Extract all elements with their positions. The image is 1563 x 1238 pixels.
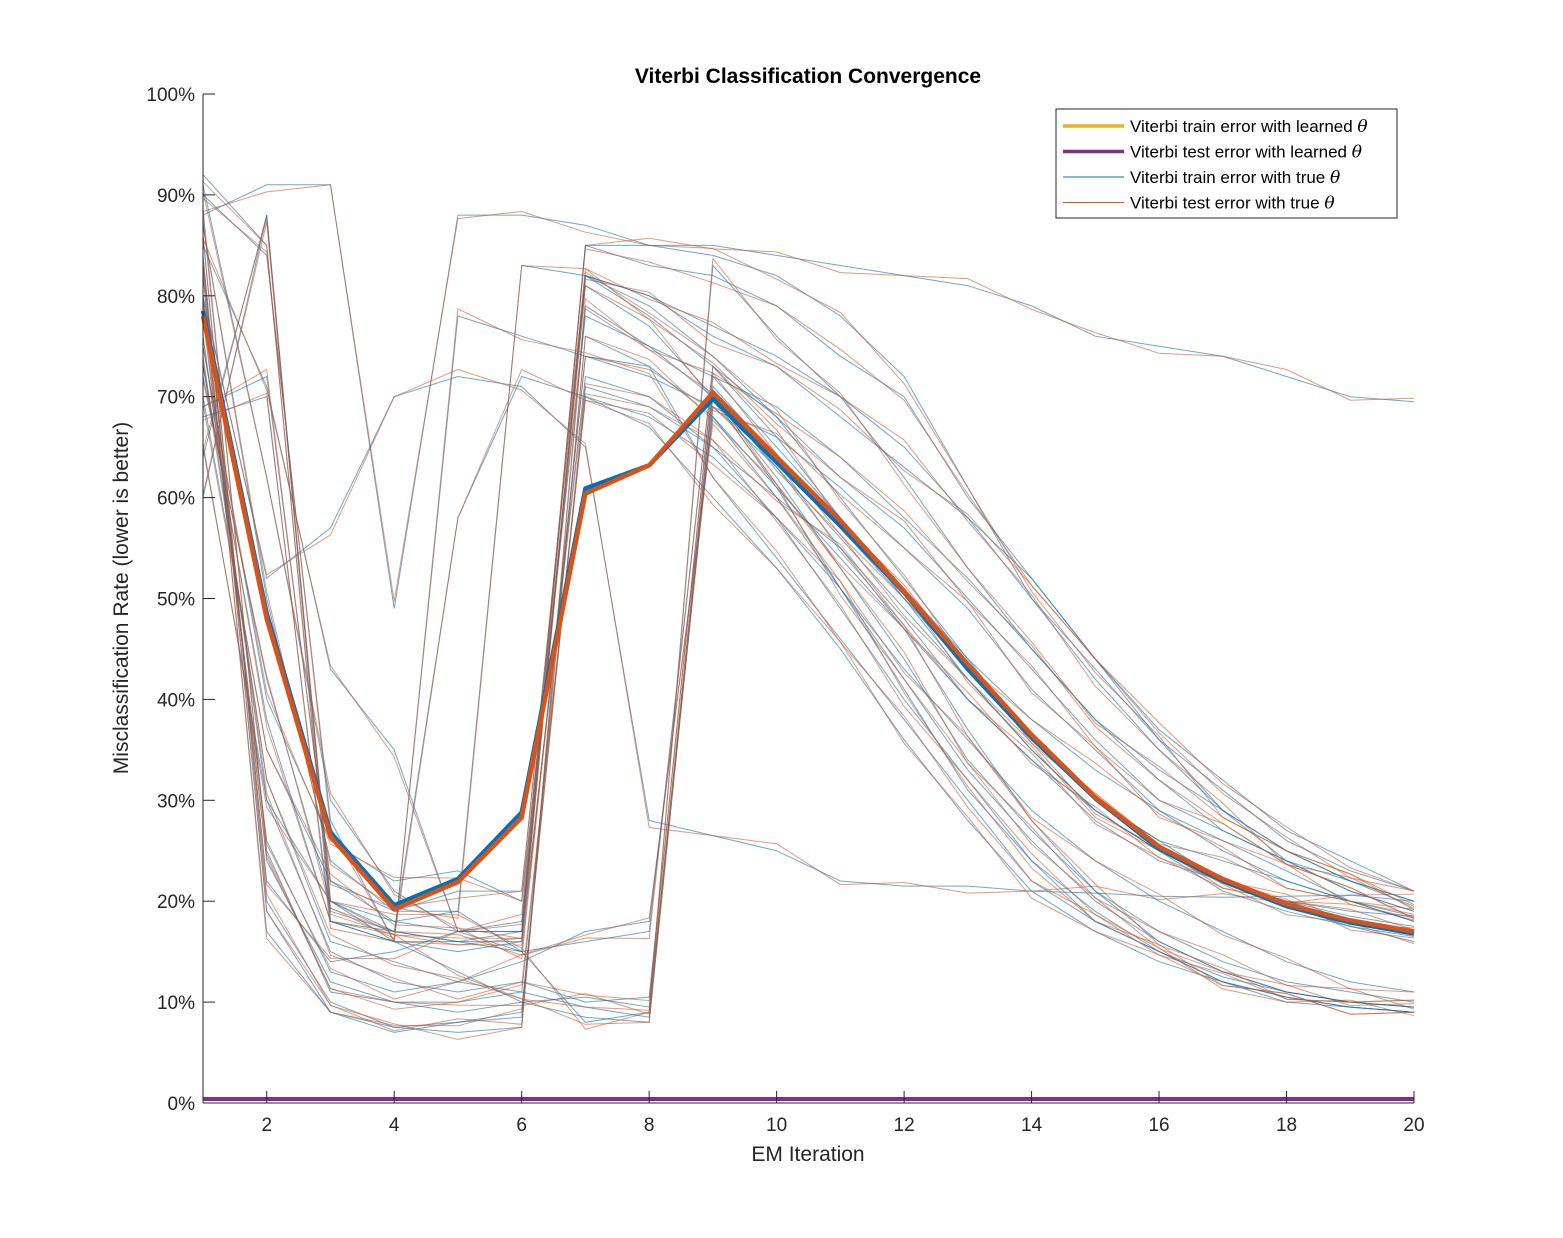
run-19-test-line [202, 248, 1415, 960]
run-5-train-line [202, 315, 1415, 912]
run-13-test-line [202, 299, 1415, 1015]
x-tick-label: 6 [516, 1115, 527, 1136]
run-5-test-line [202, 308, 1415, 919]
y-tick-label: 10% [157, 993, 195, 1014]
x-tick-label: 10 [766, 1115, 787, 1136]
run-3-train-line [202, 295, 1415, 902]
x-tick-label: 8 [644, 1115, 655, 1136]
x-tick-label: 14 [1021, 1115, 1043, 1136]
runs-layer [202, 174, 1415, 1040]
y-tick-label: 30% [157, 791, 195, 812]
run-6-train-line [202, 355, 1415, 953]
run-18-test-line [202, 365, 1415, 956]
y-tick-label: 50% [157, 590, 195, 611]
y-tick-label: 0% [168, 1094, 196, 1115]
run-22-test-line [202, 221, 1415, 1030]
x-tick-label: 4 [389, 1115, 400, 1136]
run-25-test-line [202, 264, 1415, 919]
run-9-test-line [202, 207, 1415, 1010]
x-tick-label: 18 [1276, 1115, 1297, 1136]
run-24-test-line [202, 218, 1415, 1015]
run-8-train-line [202, 194, 1415, 953]
run-24-train-line [202, 214, 1415, 1013]
run-1-test-line [202, 181, 1415, 940]
y-tick-label: 80% [157, 287, 195, 308]
legend-entry-1: Viterbi train error with learned θ [1130, 117, 1368, 137]
run-4-train-line [202, 245, 1415, 932]
y-tick-label: 60% [157, 489, 195, 510]
legend: Viterbi train error with learned θ Viterb… [1055, 108, 1398, 219]
run-15-train-line [202, 336, 1415, 1003]
legend-entry-2: Viterbi test error with learned θ [1130, 143, 1362, 163]
run-18-train-line [202, 365, 1415, 953]
mean-layer [200, 310, 1415, 936]
axes: 0% 10% 20% 30% 40% 50% 60% 70% 80% 90% 100% 2 4 6 8 10 1… [146, 85, 1424, 1136]
run-4-test-line [202, 238, 1415, 933]
x-tick-label: 20 [1403, 1115, 1424, 1136]
x-tick-label: 12 [894, 1115, 915, 1136]
y-tick-label: 90% [157, 186, 195, 207]
run-19-train-line [202, 244, 1415, 963]
run-3-test-line [202, 299, 1415, 904]
x-axis-label: EM Iteration [751, 1143, 864, 1166]
run-13-train-line [202, 295, 1415, 1013]
chart-title: Viterbi Classification Convergence [635, 65, 981, 88]
legend-entry-3: Viterbi train error with true θ [1130, 168, 1340, 188]
mean-line-2 [200, 315, 1415, 934]
y-tick-label: 40% [157, 690, 195, 711]
x-tick-label: 16 [1148, 1115, 1169, 1136]
run-14-train-line [202, 315, 1415, 1013]
legend-entry-4: Viterbi test error with true θ [1130, 194, 1335, 214]
run-8-test-line [202, 198, 1415, 946]
y-axis-label: Misclassification Rate (lower is better) [110, 422, 133, 774]
y-tick-label: 100% [146, 85, 195, 106]
run-20-train-line [202, 225, 1415, 912]
run-23-test-line [202, 308, 1415, 1003]
run-17-test-line [202, 362, 1415, 1025]
x-tick-label: 2 [261, 1115, 272, 1136]
run-12-test-line [202, 272, 1415, 1027]
y-tick-label: 70% [157, 388, 195, 409]
y-tick-label: 20% [157, 892, 195, 913]
run-25-train-line [202, 264, 1415, 912]
run-6-test-line [202, 355, 1415, 960]
